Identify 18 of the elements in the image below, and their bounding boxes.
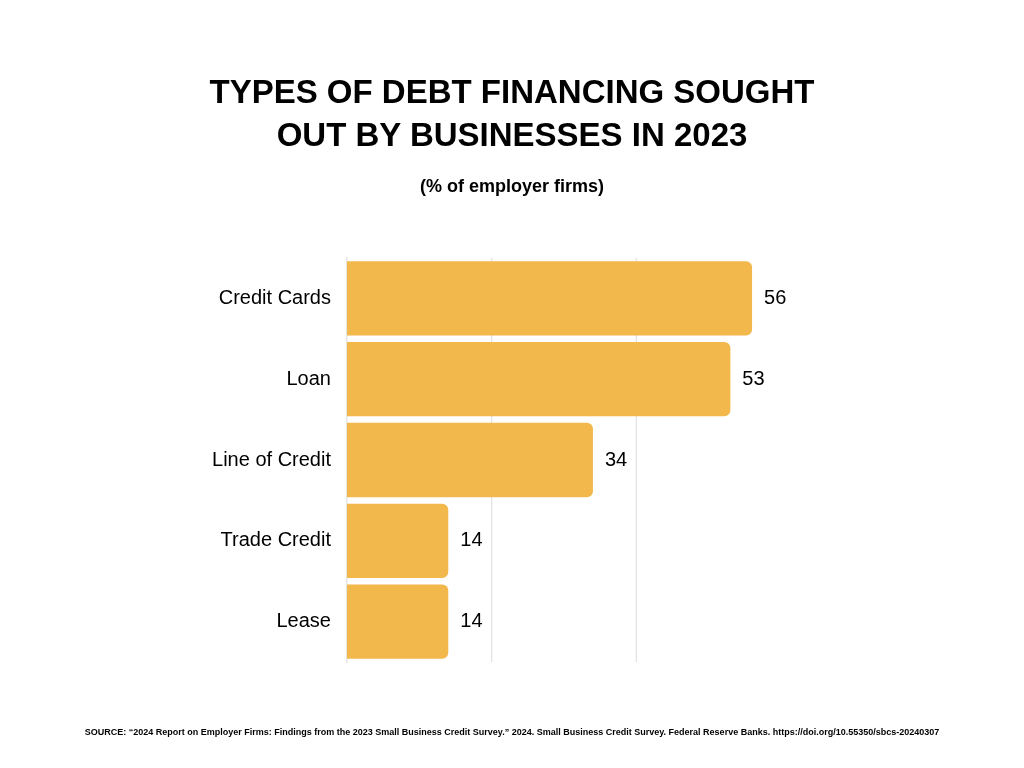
y-tick-label: Line of Credit: [212, 447, 332, 470]
data-label: 56: [764, 285, 787, 308]
data-label: 14: [460, 609, 483, 632]
source-note: SOURCE: “2024 Report on Employer Firms: Findings from the 2023 Small Business Credit Survey.” 2024. Small Business Credit Survey. Federal Reserve Banks. https://doi.org/10.55350/sbcs-20240307: [83, 727, 941, 737]
y-tick-label: Lease: [276, 609, 331, 632]
bar: [347, 422, 593, 498]
bar: [347, 342, 731, 417]
bar: [347, 503, 449, 578]
chart-title: TYPES OF DEBT FINANCING SOUGHT OUT BY BUSINESSES IN 2023: [208, 72, 816, 155]
y-tick-label: Trade Credit: [220, 528, 332, 551]
y-tick-label: Loan: [286, 366, 331, 389]
bar: [347, 584, 449, 659]
bar: [347, 261, 753, 336]
data-label: 53: [742, 366, 765, 389]
chart-subtitle: (% of employer firms): [418, 176, 605, 197]
data-label: 34: [604, 447, 628, 470]
y-tick-label: Credit Cards: [218, 285, 331, 308]
data-label: 14: [460, 528, 483, 551]
